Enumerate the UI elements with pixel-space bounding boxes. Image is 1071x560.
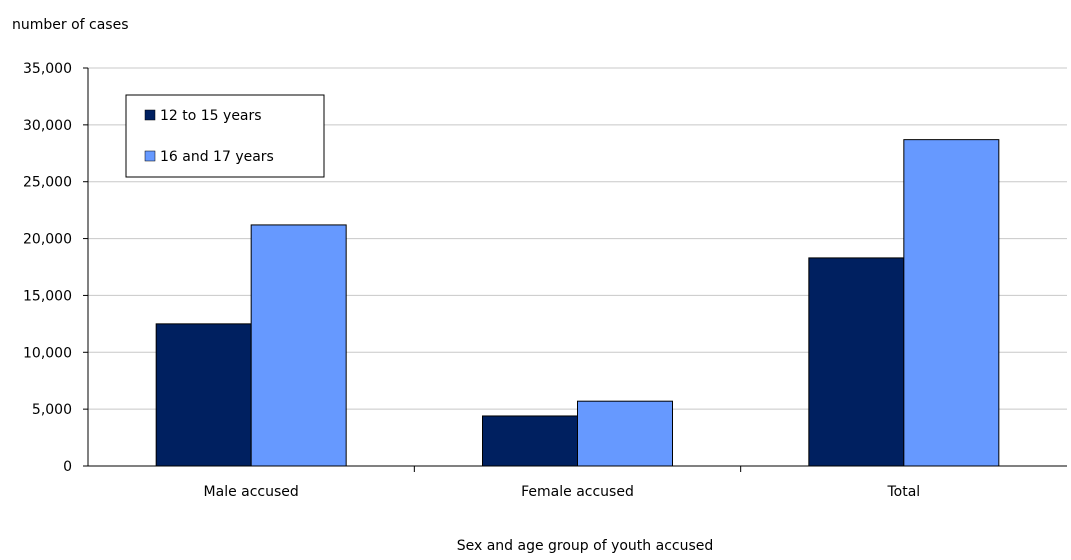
bar-16-and-17-years-total xyxy=(903,139,1000,467)
legend-box xyxy=(125,94,325,178)
y-axis-title: number of cases xyxy=(12,17,129,33)
bars xyxy=(155,139,1000,467)
legend-swatch-12-to-15 xyxy=(144,109,156,121)
legend-label-12-to-15: 12 to 15 years xyxy=(160,108,262,124)
x-tick-label: Total xyxy=(886,484,920,500)
bar-16-and-17-years-female-accused xyxy=(577,400,673,467)
y-tick-label: 15,000 xyxy=(23,288,72,304)
y-tick-label: 5,000 xyxy=(32,402,72,418)
bar-16-and-17-years-male-accused xyxy=(250,224,347,467)
x-tick-label: Male accused xyxy=(204,484,299,500)
tick-labels: 0 5,000 10,000 15,000 20,000 25,000 30,000 35,0… xyxy=(23,61,920,500)
y-tick-label: 0 xyxy=(63,459,72,475)
x-axis-title: Sex and age group of youth accused xyxy=(457,538,714,554)
y-tick-label: 10,000 xyxy=(23,345,72,361)
legend-label-16-and-17: 16 and 17 years xyxy=(160,149,274,165)
axes xyxy=(83,67,1067,472)
legend: 12 to 15 years 16 and 17 years xyxy=(125,94,325,178)
bar-12-to-15-years-male-accused xyxy=(155,323,252,467)
y-tick-label: 30,000 xyxy=(23,118,72,134)
x-tick-label: Female accused xyxy=(521,484,634,500)
bar-12-to-15-years-total xyxy=(808,257,905,467)
y-tick-label: 20,000 xyxy=(23,232,72,248)
y-tick-label: 25,000 xyxy=(23,175,72,191)
legend-swatch-16-and-17 xyxy=(144,150,156,162)
y-tick-label: 35,000 xyxy=(23,61,72,77)
bar-12-to-15-years-female-accused xyxy=(482,415,578,467)
